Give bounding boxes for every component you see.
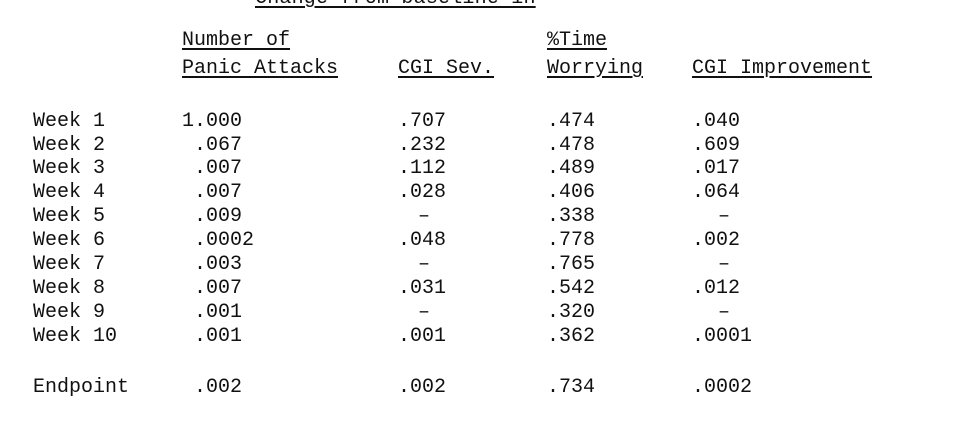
table-row-endpoint: Endpoint .002 .002 .734 .0002	[0, 377, 978, 399]
cell-cgi-imp: –	[718, 205, 731, 228]
cell-worry: .778	[547, 229, 596, 252]
cell-worry: .542	[547, 277, 596, 300]
table-row: Week 8 .007 .031 .542 .012	[0, 278, 978, 300]
cell-worry: .338	[547, 205, 596, 228]
cell-panic: .0002	[194, 229, 255, 252]
cell-cgi-sev: –	[418, 205, 431, 228]
row-label: Week 5	[33, 205, 106, 228]
cell-worry: .478	[547, 134, 596, 157]
cell-cgi-imp: .002	[692, 229, 741, 252]
cell-panic: .001	[194, 301, 243, 324]
cell-worry: .489	[547, 157, 596, 180]
header-worry-line1: %Time	[547, 29, 608, 52]
cell-panic: .002	[194, 376, 243, 399]
cell-panic: .007	[194, 181, 243, 204]
table-row: Week 7 .003 – .765 –	[0, 254, 978, 276]
row-label: Week 10	[33, 325, 118, 348]
table-row: Week 9 .001 – .320 –	[0, 302, 978, 324]
cell-cgi-imp: .017	[692, 157, 741, 180]
cell-cgi-sev: .031	[398, 277, 447, 300]
table-row: Week 3 .007 .112 .489 .017	[0, 158, 978, 180]
cell-panic: .001	[194, 325, 243, 348]
header-cgi-sev: CGI Sev.	[398, 57, 495, 80]
cell-cgi-imp: –	[718, 253, 731, 276]
cell-cgi-sev: .028	[398, 181, 447, 204]
cell-cgi-imp: .609	[692, 134, 741, 157]
row-label: Week 4	[33, 181, 106, 204]
cell-cgi-sev: .707	[398, 110, 447, 133]
cell-cgi-sev: .232	[398, 134, 447, 157]
row-label: Week 2	[33, 134, 106, 157]
cell-panic: .007	[194, 157, 243, 180]
table-row: Week 1 1.000 .707 .474 .040	[0, 111, 978, 133]
cell-cgi-sev: –	[418, 301, 431, 324]
header-panic-line1: Number of	[182, 29, 291, 52]
row-label: Week 7	[33, 253, 106, 276]
table-banner: Change from baseline in	[255, 0, 536, 10]
cell-cgi-sev: .002	[398, 376, 447, 399]
cell-cgi-imp: .012	[692, 277, 741, 300]
cell-cgi-imp: .040	[692, 110, 741, 133]
cell-worry: .362	[547, 325, 596, 348]
cell-cgi-imp: –	[718, 301, 731, 324]
cell-cgi-sev: .001	[398, 325, 447, 348]
cell-worry: .765	[547, 253, 596, 276]
cell-cgi-imp: .0001	[692, 325, 753, 348]
cell-cgi-imp: .064	[692, 181, 741, 204]
table-row: Week 5 .009 – .338 –	[0, 206, 978, 228]
table-row: Week 10 .001 .001 .362 .0001	[0, 326, 978, 348]
row-label: Week 6	[33, 229, 106, 252]
cell-worry: .406	[547, 181, 596, 204]
cell-worry: .734	[547, 376, 596, 399]
cell-cgi-sev: .048	[398, 229, 447, 252]
row-label: Endpoint	[33, 376, 130, 399]
cell-panic: 1.000	[182, 110, 243, 133]
header-panic-line2: Panic Attacks	[182, 57, 339, 80]
header-cgi-improvement: CGI Improvement	[692, 57, 873, 80]
cell-cgi-imp: .0002	[692, 376, 753, 399]
row-label: Week 1	[33, 110, 106, 133]
cell-panic: .003	[194, 253, 243, 276]
row-label: Week 3	[33, 157, 106, 180]
row-label: Week 9	[33, 301, 106, 324]
header-worry-line2: Worrying	[547, 57, 644, 80]
table-row: Week 4 .007 .028 .406 .064	[0, 182, 978, 204]
cell-panic: .009	[194, 205, 243, 228]
cell-panic: .007	[194, 277, 243, 300]
cell-worry: .320	[547, 301, 596, 324]
table-row: Week 2 .067 .232 .478 .609	[0, 135, 978, 157]
cell-worry: .474	[547, 110, 596, 133]
cell-cgi-sev: .112	[398, 157, 447, 180]
table-row: Week 6 .0002 .048 .778 .002	[0, 230, 978, 252]
cell-panic: .067	[194, 134, 243, 157]
row-label: Week 8	[33, 277, 106, 300]
cell-cgi-sev: –	[418, 253, 431, 276]
